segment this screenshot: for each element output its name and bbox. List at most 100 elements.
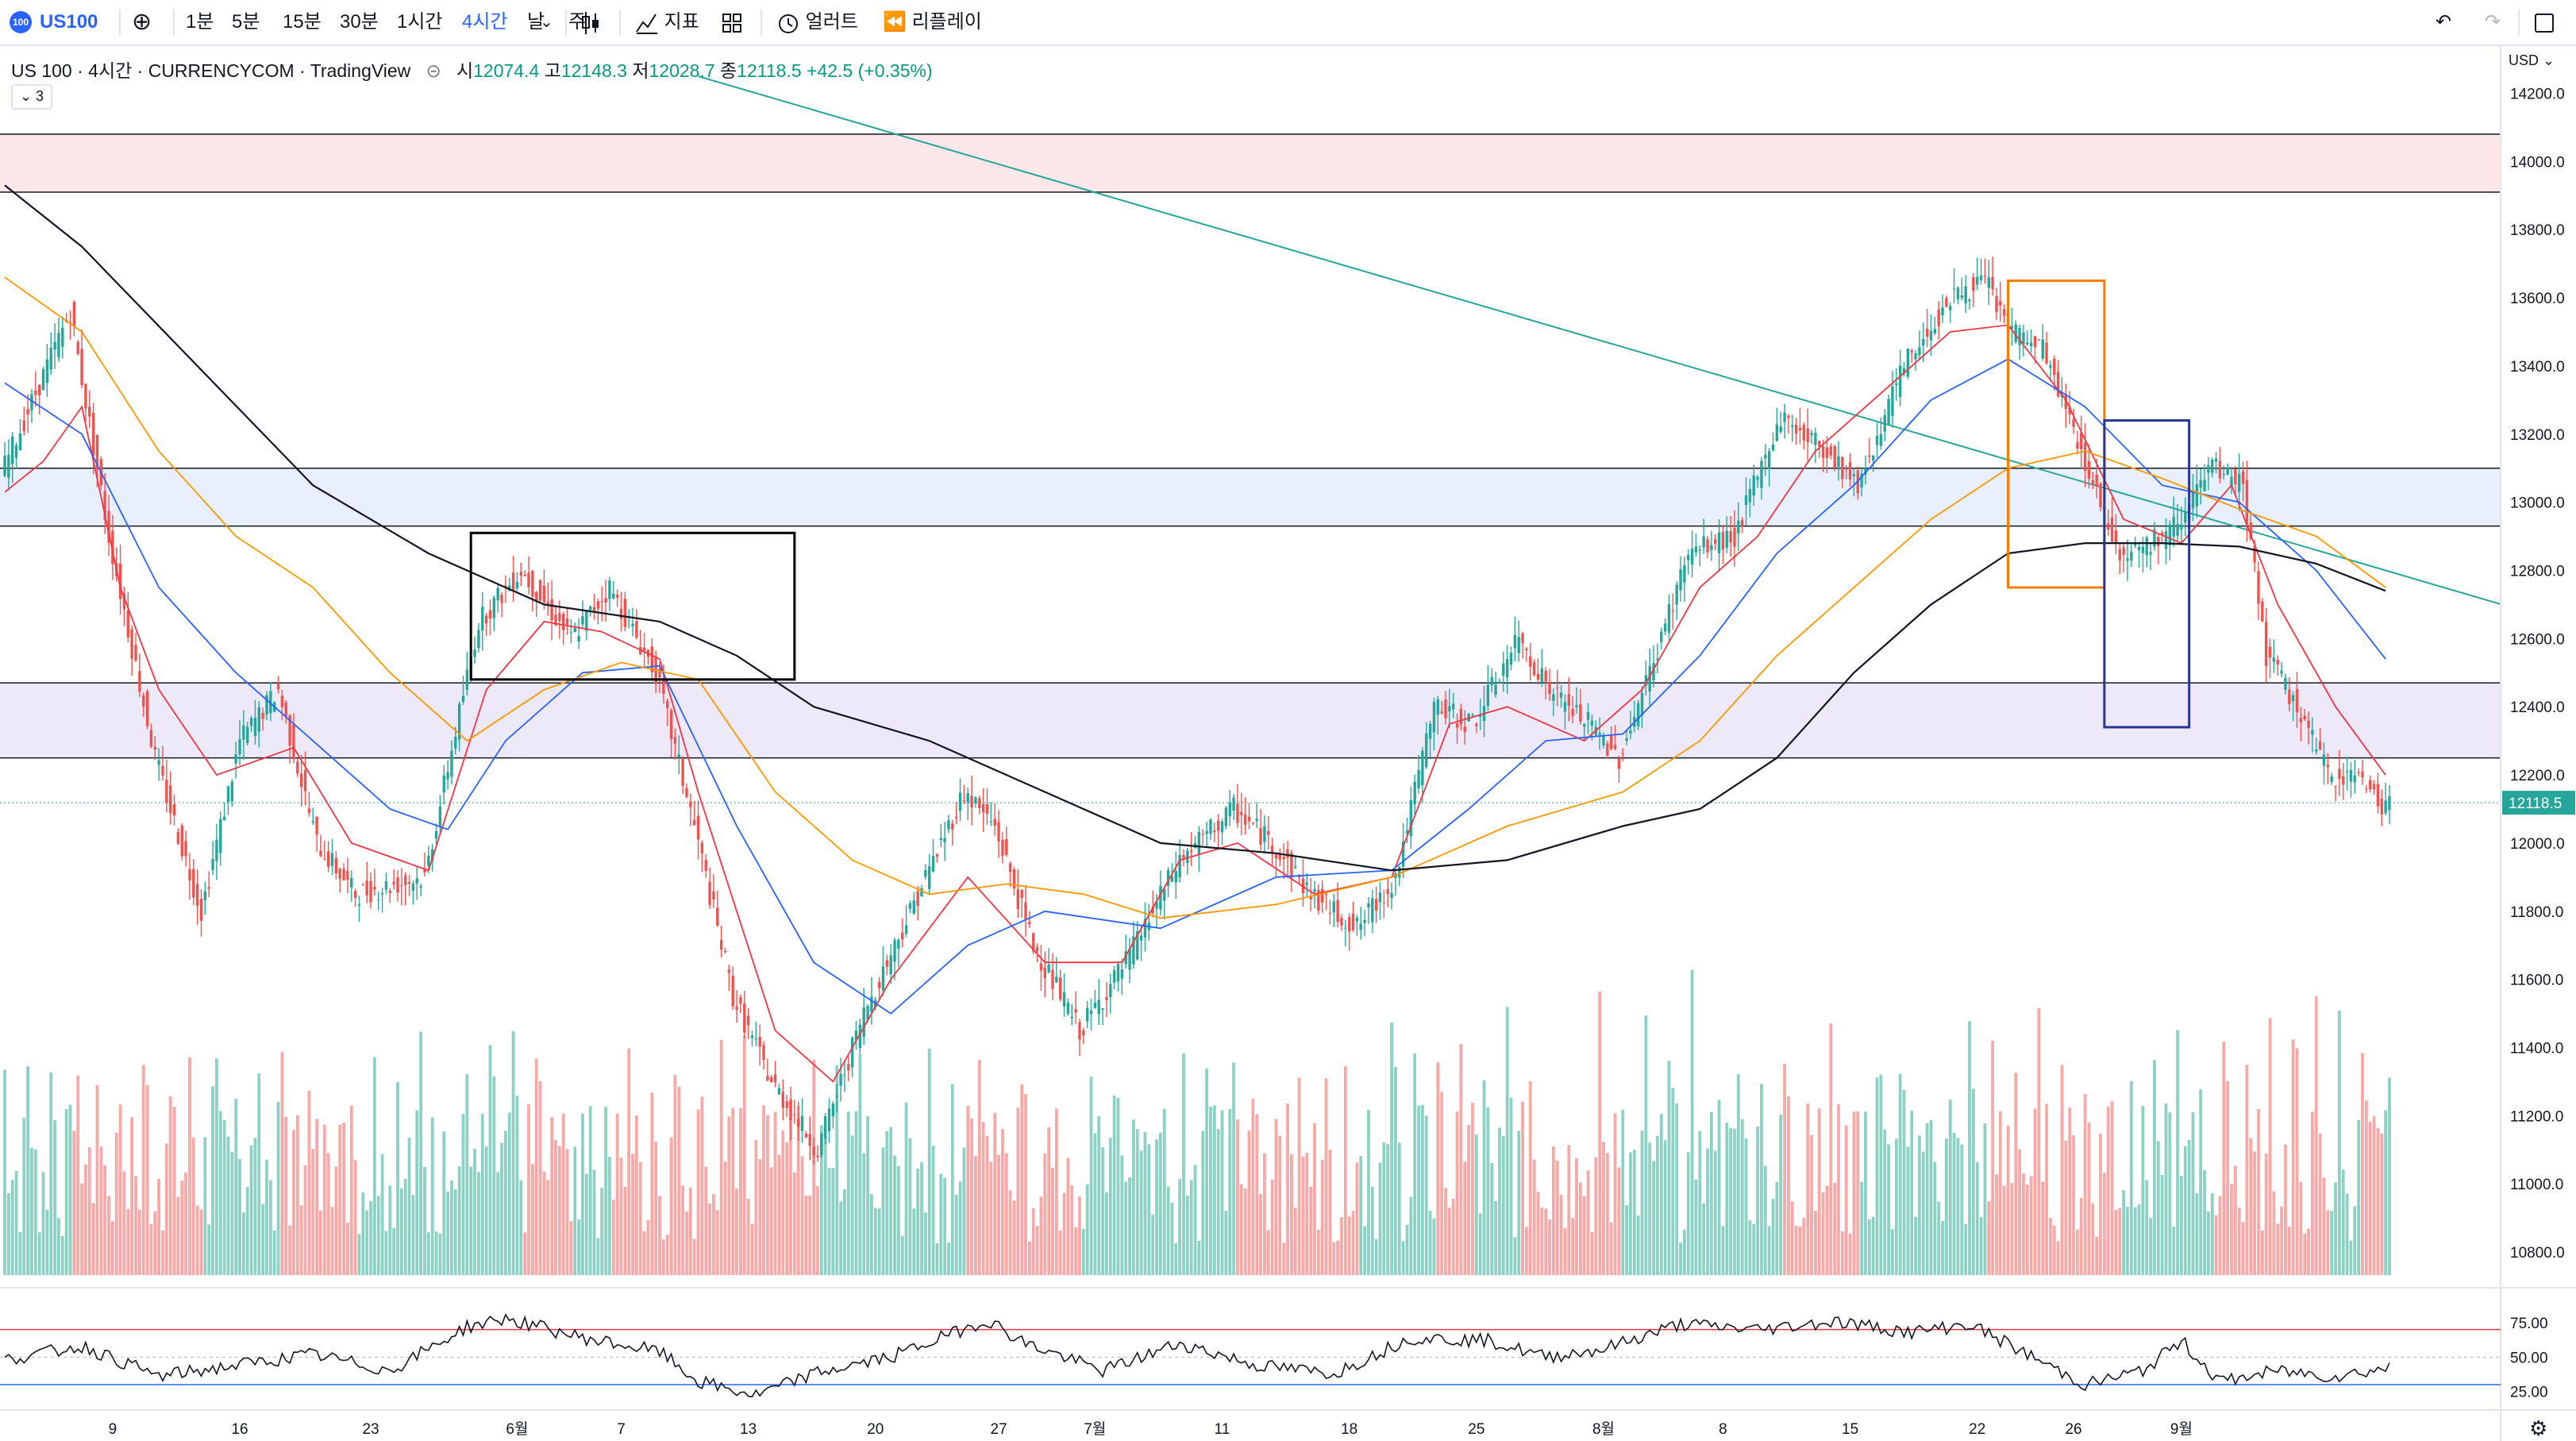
volume-bar — [577, 1219, 580, 1275]
volume-bar — [785, 1142, 789, 1275]
volume-bar — [2199, 1089, 2203, 1275]
chart-type-candles-icon[interactable] — [580, 6, 602, 38]
symbol-badge-icon[interactable]: 100 — [10, 11, 32, 33]
candle-body — [2203, 480, 2206, 491]
volume-bar — [168, 1096, 172, 1275]
volume-bar — [1444, 1188, 1447, 1275]
volume-bar — [1552, 1146, 1555, 1275]
candle-body — [1224, 807, 1228, 826]
candle-body — [2369, 780, 2372, 790]
layouts-grid-icon[interactable] — [721, 6, 743, 38]
volume-bar — [130, 1116, 134, 1275]
interval-5[interactable]: 4시간 — [462, 11, 508, 33]
indicators-button[interactable]: 지표 — [635, 6, 699, 38]
candle-body — [1798, 427, 1802, 431]
interval-3[interactable]: 30분 — [340, 11, 379, 33]
currency-selector[interactable]: USD ⌄ — [2509, 52, 2555, 69]
legend-eye-icon[interactable]: ⊝ — [415, 60, 452, 81]
volume-bar — [569, 1221, 573, 1275]
candle-body — [1390, 892, 1393, 898]
volume-bar — [1278, 1135, 1282, 1275]
volume-bar — [37, 1232, 41, 1275]
compare-symbol-plus-icon[interactable]: ⊕ — [132, 9, 152, 35]
candle-body — [346, 870, 349, 880]
candle-body — [2330, 776, 2333, 782]
trendline[interactable] — [698, 75, 2501, 605]
interval-7[interactable]: 주 — [568, 11, 587, 33]
candle-body — [858, 1024, 862, 1049]
redo-icon[interactable]: ↷ — [2485, 11, 2501, 33]
symbol-search-button[interactable]: US100 — [40, 11, 98, 33]
price-axis-tick-label: 13600.0 — [2510, 291, 2565, 307]
volume-bar — [342, 1123, 345, 1275]
candle-body — [2365, 788, 2368, 790]
candle-body — [789, 1100, 792, 1120]
volume-bar — [1578, 1182, 1582, 1275]
candle-body — [2376, 784, 2380, 807]
candle-body — [377, 899, 380, 900]
volume-bar — [245, 1187, 249, 1275]
candle-body — [847, 1064, 850, 1071]
candle-body — [1008, 863, 1012, 873]
interval-6[interactable]: 날 — [527, 11, 545, 33]
chart-canvas[interactable]: 10800.0 11000.0 11200.0 11400.0 11600.0 11800… — [0, 46, 2576, 1441]
volume-bar — [2072, 1135, 2075, 1275]
volume-bar — [796, 1105, 800, 1275]
volume-bar — [1860, 1181, 1864, 1275]
interval-1[interactable]: 5분 — [232, 11, 260, 33]
candle-body — [1775, 424, 1779, 441]
candle-body — [226, 786, 230, 803]
time-axis-tick-label: 8 — [1719, 1421, 1727, 1438]
candle-body — [723, 950, 727, 952]
volume-bar — [1640, 1131, 1644, 1275]
candle-body — [773, 1074, 777, 1083]
undo-icon[interactable]: ↶ — [2435, 11, 2452, 33]
candle-body — [677, 754, 680, 758]
annotation-box-0[interactable] — [469, 531, 796, 681]
volume-bar — [365, 1210, 369, 1275]
candle-body — [1771, 445, 1775, 451]
interval-2[interactable]: 15분 — [283, 11, 322, 33]
annotation-box-2[interactable] — [2103, 419, 2191, 729]
fullscreen-icon[interactable] — [2534, 6, 2555, 38]
chart-settings-gear-icon[interactable]: ⚙ — [2529, 1417, 2547, 1441]
volume-bar — [1255, 1114, 1259, 1275]
interval-dropdown-chevron-icon[interactable]: ⌄ — [540, 13, 553, 31]
candle-body — [1182, 854, 1185, 858]
candle-body — [234, 754, 237, 764]
volume-bar — [161, 1230, 164, 1275]
legend-title: US 100 · 4시간 · CURRENCYCOM · TradingView — [11, 60, 411, 81]
volume-bar — [2291, 1039, 2295, 1275]
candle-body — [134, 645, 137, 661]
volume-bar — [315, 1119, 318, 1275]
candle-body — [1575, 705, 1578, 707]
price-axis-tick-label: 13800.0 — [2510, 222, 2565, 239]
candle-body — [1444, 699, 1447, 719]
interval-4[interactable]: 1시간 — [397, 11, 443, 33]
volume-bar — [1875, 1077, 1879, 1275]
indicators-collapse-button[interactable]: ⌄ 3 — [11, 84, 52, 110]
volume-bar — [49, 1072, 53, 1275]
volume-bar — [303, 1165, 307, 1275]
candle-body — [461, 695, 465, 702]
candle-body — [1128, 948, 1131, 970]
volume-bar — [731, 1108, 735, 1275]
alert-button[interactable]: 얼러트 — [776, 6, 858, 38]
interval-0[interactable]: 1분 — [186, 11, 214, 33]
candle-body — [1448, 706, 1451, 711]
annotation-box-1[interactable] — [2007, 279, 2106, 589]
candle-body — [1409, 799, 1413, 837]
candle-body — [184, 841, 187, 857]
volume-bar — [1343, 1066, 1347, 1275]
price-axis-tick-label: 13400.0 — [2510, 359, 2565, 376]
volume-bar — [10, 1180, 14, 1275]
volume-bar — [1883, 1129, 1887, 1275]
candle-body — [569, 632, 573, 634]
candle-body — [1363, 919, 1366, 923]
legend-high-value: 12148.3 — [560, 60, 627, 81]
replay-button[interactable]: ⏪ 리플레이 — [883, 6, 982, 38]
legend-close-value: 12118.5 — [737, 60, 802, 81]
volume-bar — [457, 1166, 461, 1275]
volume-bar — [2191, 1112, 2195, 1275]
candle-body — [1255, 819, 1258, 822]
